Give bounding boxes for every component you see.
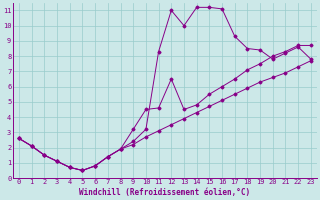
X-axis label: Windchill (Refroidissement éolien,°C): Windchill (Refroidissement éolien,°C) — [79, 188, 251, 197]
